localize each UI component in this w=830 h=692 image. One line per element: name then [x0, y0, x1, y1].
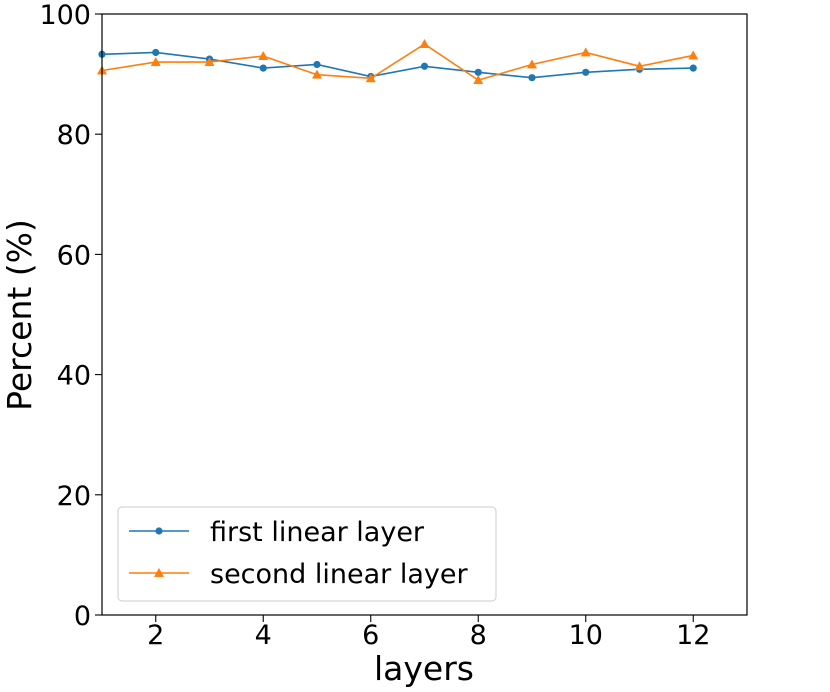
series-line: [101, 51, 694, 79]
x-tick-label: 10: [569, 620, 603, 651]
x-tick-label: 6: [362, 620, 379, 651]
data-point: [526, 59, 538, 69]
data-point: [473, 74, 484, 85]
legend-label: first linear layer: [210, 517, 425, 548]
data-point: [204, 56, 215, 67]
data-point: [365, 73, 376, 83]
data-point: [689, 64, 697, 72]
series-line: [101, 43, 694, 81]
plot-frame: [101, 13, 748, 616]
legend-marker: [153, 567, 165, 577]
data-point: [152, 48, 160, 57]
y-tick-label: 100: [39, 0, 91, 31]
series-layer: [96, 38, 699, 85]
y-tick-label: 0: [74, 601, 91, 632]
legend-entries: first linear layer second linear layer: [129, 517, 468, 590]
x-axis-title: layers: [374, 649, 474, 688]
data-point: [582, 68, 590, 76]
y-tick-label: 60: [57, 240, 91, 271]
data-point: [474, 68, 482, 76]
legend: first linear layer second linear layer: [117, 506, 497, 602]
series-2: [96, 38, 699, 85]
x-tick-label: 8: [470, 620, 487, 651]
data-point: [313, 60, 321, 69]
data-point: [419, 38, 430, 48]
y-tick-label: 20: [57, 481, 91, 512]
data-point: [150, 56, 161, 67]
legend-label: second linear layer: [210, 559, 468, 590]
data-point: [420, 62, 429, 70]
data-point: [528, 74, 536, 82]
y-tick-label: 80: [57, 120, 91, 151]
legend-frame: [117, 506, 497, 602]
x-tick-label: 12: [676, 620, 710, 651]
x-tick-label: 4: [255, 620, 272, 651]
series-1: [98, 48, 697, 82]
data-point: [258, 50, 269, 60]
data-point: [688, 50, 699, 60]
data-point: [311, 69, 323, 79]
x-tick-label: 2: [147, 620, 164, 651]
y-axis-ticks: 0 20 40 60 80 100: [39, 0, 102, 632]
y-tick-label: 40: [57, 361, 91, 392]
data-point: [634, 61, 645, 71]
legend-marker: [155, 527, 163, 535]
data-point: [580, 47, 591, 57]
x-axis-ticks: 2 4 6 8 10 12: [147, 615, 710, 651]
data-point: [259, 64, 267, 72]
y-axis-title: Percent (%): [0, 219, 39, 411]
